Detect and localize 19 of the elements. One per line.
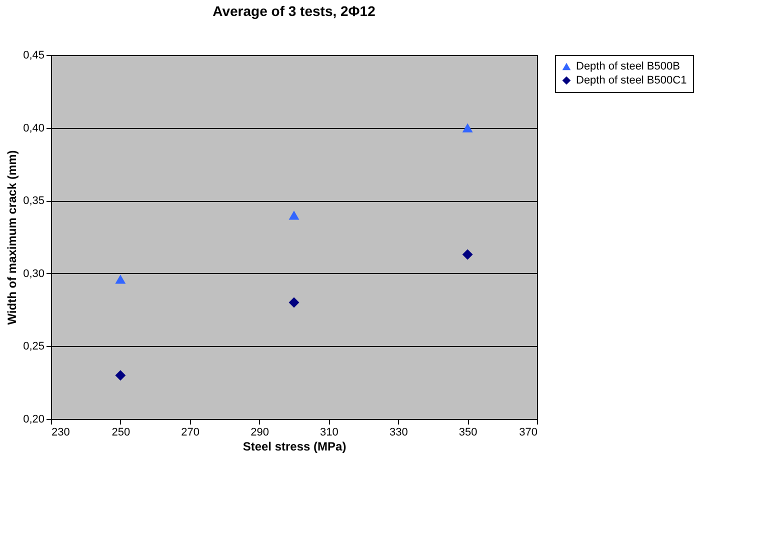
y-tick-label: 0,45: [23, 50, 44, 62]
x-tick-label: 250: [112, 426, 130, 438]
x-axis-title: Steel stress (MPa): [242, 440, 346, 454]
y-tick-label: 0,30: [23, 268, 44, 280]
x-tick-label: 350: [458, 426, 478, 438]
y-axis-title: Width of maximum crack (mm): [5, 150, 20, 325]
x-tick-label: 290: [250, 426, 269, 438]
legend-label: Depth of steel B500B: [576, 60, 680, 72]
x-tick-label: 310: [320, 426, 338, 438]
x-tick-label: 230: [52, 426, 70, 438]
y-tick-label: 0,35: [23, 195, 44, 208]
legend-label: Depth of steel B500C1: [576, 74, 687, 86]
x-tick-label: 330: [389, 426, 408, 438]
x-tick-label: 270: [181, 426, 200, 438]
y-tick-label: 0,20: [23, 414, 44, 426]
y-tick-label: 0,25: [23, 340, 44, 353]
x-tick-label: 370: [519, 426, 538, 438]
y-tick-label: 0,40: [23, 122, 44, 134]
chart-title: Average of 3 tests, 2Φ12: [212, 3, 376, 19]
